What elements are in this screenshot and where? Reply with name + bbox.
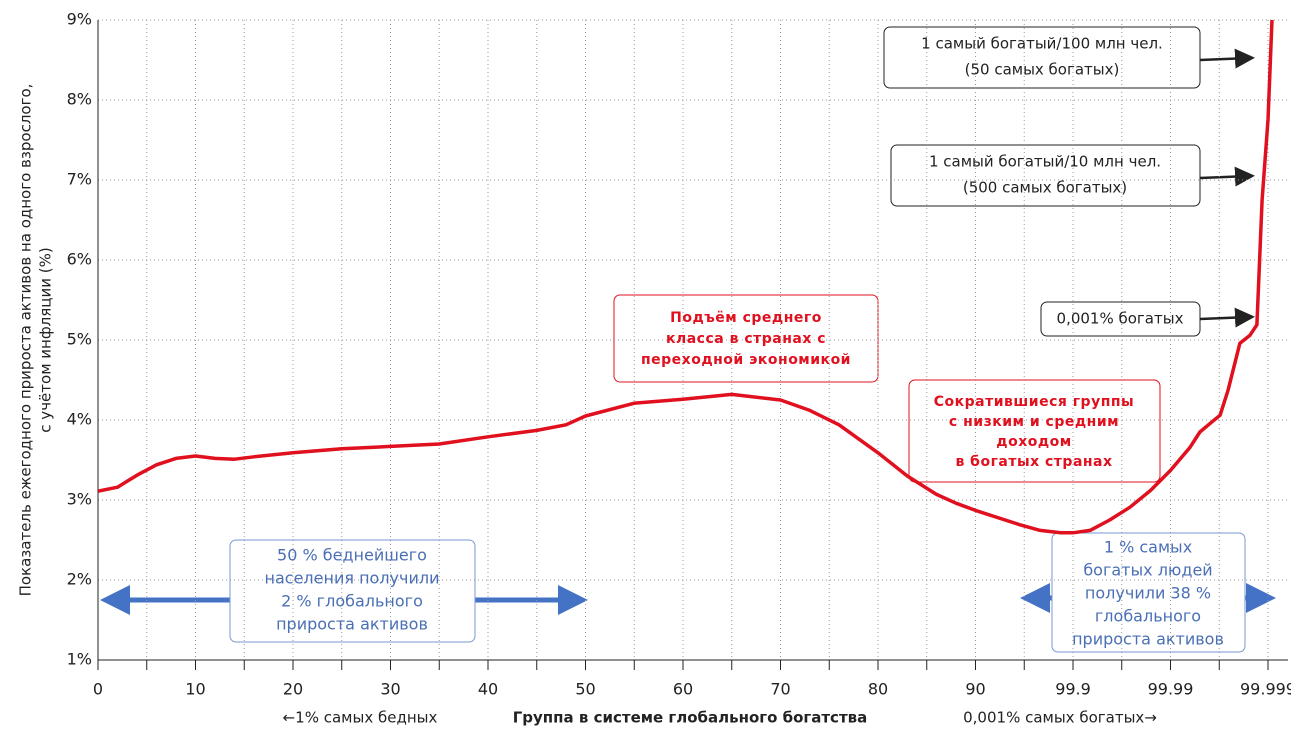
annotation-text: 50 % беднейшего (277, 546, 427, 565)
x-tick-label: 20 (283, 680, 303, 699)
annotation-text: (50 самых богатых) (965, 61, 1120, 79)
y-tick-label: 3% (67, 490, 92, 509)
y-axis-label-line: с учётом инфляции (%) (37, 247, 55, 432)
x-tick-label: 40 (478, 680, 498, 699)
annotation-box (883, 26, 1201, 89)
annotation-text: (500 самых богатых) (963, 179, 1127, 197)
annotation-text: Сократившиеся группы (934, 394, 1134, 410)
annotation-text: 0,001% богатых (1057, 310, 1184, 328)
annotation-box (229, 539, 476, 643)
x-tick-label: 99.99 (1148, 680, 1194, 699)
annotation-arrow (1199, 166, 1255, 187)
x-tick-label: 10 (185, 680, 205, 699)
x-axis-label: Группа в системе глобального богатства (513, 709, 868, 727)
annotation-text: Подъём среднего (670, 310, 822, 326)
annotation-text: 2 % глобального (281, 592, 423, 611)
x-axis-note-left: ←1% самых бедных (283, 709, 438, 727)
x-tick-label: 70 (770, 680, 790, 699)
y-tick-label: 8% (67, 90, 92, 109)
y-axis-label-line: Показатель ежегодного прироста активов н… (17, 84, 35, 597)
y-tick-label: 6% (67, 250, 92, 269)
annotation-text: с низким и средним (949, 414, 1119, 430)
x-tick-label: 30 (380, 680, 400, 699)
annotation-arrow (1199, 48, 1255, 69)
data-line (98, 20, 1274, 535)
y-tick-label: 5% (67, 330, 92, 349)
x-tick-label: 0 (93, 680, 103, 699)
y-tick-label: 7% (67, 170, 92, 189)
annotation-box (890, 144, 1201, 207)
y-tick-label: 2% (67, 570, 92, 589)
y-tick-label: 9% (67, 10, 92, 29)
annotation-text: получили 38 % (1085, 584, 1211, 603)
x-tick-label: 99.999 (1240, 680, 1291, 699)
annotation-text: населения получили (265, 569, 440, 588)
x-axis-note-right: 0,001% самых богатых→ (963, 709, 1157, 727)
annotation-box (613, 294, 879, 383)
annotation-text: переходной экономикой (641, 352, 851, 368)
x-tick-label: 90 (965, 680, 985, 699)
annotation-box (908, 379, 1161, 483)
annotation-text: прироста активов (276, 615, 428, 634)
y-axis-label: Показатель ежегодного прироста активов н… (17, 84, 55, 597)
annotation-text: богатых людей (1083, 561, 1212, 580)
annotation-text: глобального (1095, 607, 1201, 626)
annotation-text: в богатых странах (955, 454, 1112, 470)
annotation-text: доходом (996, 434, 1071, 450)
annotation-text: класса в странах с (666, 331, 826, 347)
x-tick-label: 50 (575, 680, 595, 699)
annotation-text: 1 самый богатый/100 млн чел. (921, 35, 1163, 53)
x-tick-label: 99.9 (1055, 680, 1091, 699)
x-tick-label: 60 (673, 680, 693, 699)
annotation-arrow (1199, 307, 1255, 328)
y-tick-label: 1% (67, 650, 92, 669)
x-tick-label: 80 (868, 680, 888, 699)
annotation-box (1051, 532, 1246, 653)
annotation-text: прироста активов (1072, 630, 1224, 649)
annotation-text: 1 самый богатый/10 млн чел. (929, 153, 1161, 171)
annotation-text: 1 % самых (1104, 538, 1192, 557)
y-tick-label: 4% (67, 410, 92, 429)
